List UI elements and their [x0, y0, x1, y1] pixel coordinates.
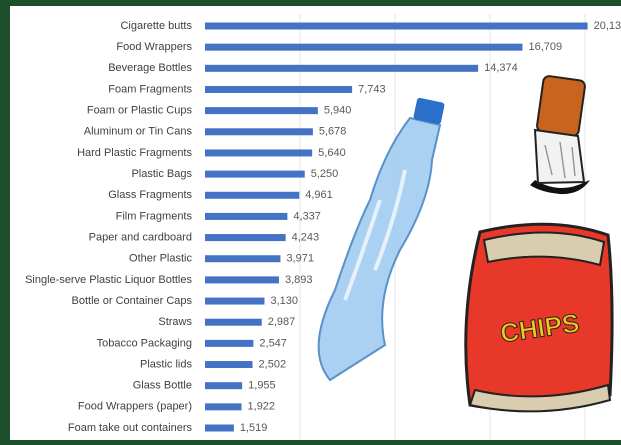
- bottle-illustration: [317, 97, 445, 382]
- category-label: Glass Bottle: [133, 380, 192, 392]
- value-label: 14,374: [484, 62, 518, 74]
- bar: [205, 212, 288, 220]
- value-label: 7,743: [358, 83, 386, 95]
- bar: [205, 234, 286, 242]
- category-label: Food Wrappers: [116, 41, 192, 53]
- value-label: 4,337: [293, 210, 321, 222]
- value-label: 20,137: [594, 20, 621, 32]
- value-label: 4,243: [292, 231, 320, 243]
- value-label: 2,987: [268, 316, 296, 328]
- category-label: Foam or Plastic Cups: [87, 105, 193, 117]
- svg-text:CHIPS: CHIPS: [498, 308, 581, 349]
- category-label: Paper and cardboard: [89, 231, 192, 243]
- category-label: Other Plastic: [129, 253, 192, 265]
- bar: [205, 64, 479, 72]
- category-label: Glass Fragments: [108, 189, 192, 201]
- value-label: 5,250: [311, 168, 339, 180]
- value-label: 4,961: [305, 189, 333, 201]
- value-label: 1,955: [248, 380, 276, 392]
- bar: [205, 318, 262, 326]
- value-label: 3,130: [270, 295, 298, 307]
- bar: [205, 107, 318, 115]
- value-label: 5,940: [324, 105, 352, 117]
- bar: [205, 255, 281, 263]
- category-label: Foam take out containers: [68, 422, 193, 434]
- value-label: 3,971: [286, 253, 314, 265]
- value-label: 1,519: [240, 422, 268, 434]
- bar: [205, 403, 242, 411]
- value-label: 3,893: [285, 274, 313, 286]
- category-label: Tobacco Packaging: [97, 337, 192, 349]
- bar: [205, 128, 313, 136]
- bar: [205, 22, 588, 30]
- category-label: Foam Fragments: [108, 83, 192, 95]
- value-label: 2,502: [259, 358, 287, 370]
- bar: [205, 382, 243, 390]
- value-label: 5,678: [319, 126, 347, 138]
- bar: [205, 276, 279, 284]
- category-label: Plastic lids: [140, 358, 192, 370]
- value-label: 5,640: [318, 147, 346, 159]
- category-label: Plastic Bags: [131, 168, 192, 180]
- bar: [205, 361, 253, 369]
- bar: [205, 297, 265, 305]
- value-label: 1,922: [248, 401, 276, 413]
- category-label: Film Fragments: [116, 210, 193, 222]
- value-label: 2,547: [259, 337, 287, 349]
- value-label: 16,709: [528, 41, 562, 53]
- chips-illustration: CHIPS: [464, 222, 614, 413]
- bar: [205, 149, 313, 157]
- category-label: Straws: [158, 316, 192, 328]
- bar: [205, 424, 234, 432]
- cigarette-illustration: [530, 75, 590, 195]
- category-label: Hard Plastic Fragments: [77, 147, 192, 159]
- bar: [205, 43, 523, 51]
- category-label: Beverage Bottles: [108, 62, 192, 74]
- category-label: Single-serve Plastic Liquor Bottles: [25, 274, 192, 286]
- bar: [205, 85, 353, 93]
- category-label: Bottle or Container Caps: [72, 295, 193, 307]
- bar: [205, 170, 305, 178]
- bar: [205, 191, 300, 199]
- bar: [205, 339, 254, 347]
- category-label: Aluminum or Tin Cans: [84, 126, 193, 138]
- category-label: Food Wrappers (paper): [78, 401, 192, 413]
- category-label: Cigarette butts: [120, 20, 192, 32]
